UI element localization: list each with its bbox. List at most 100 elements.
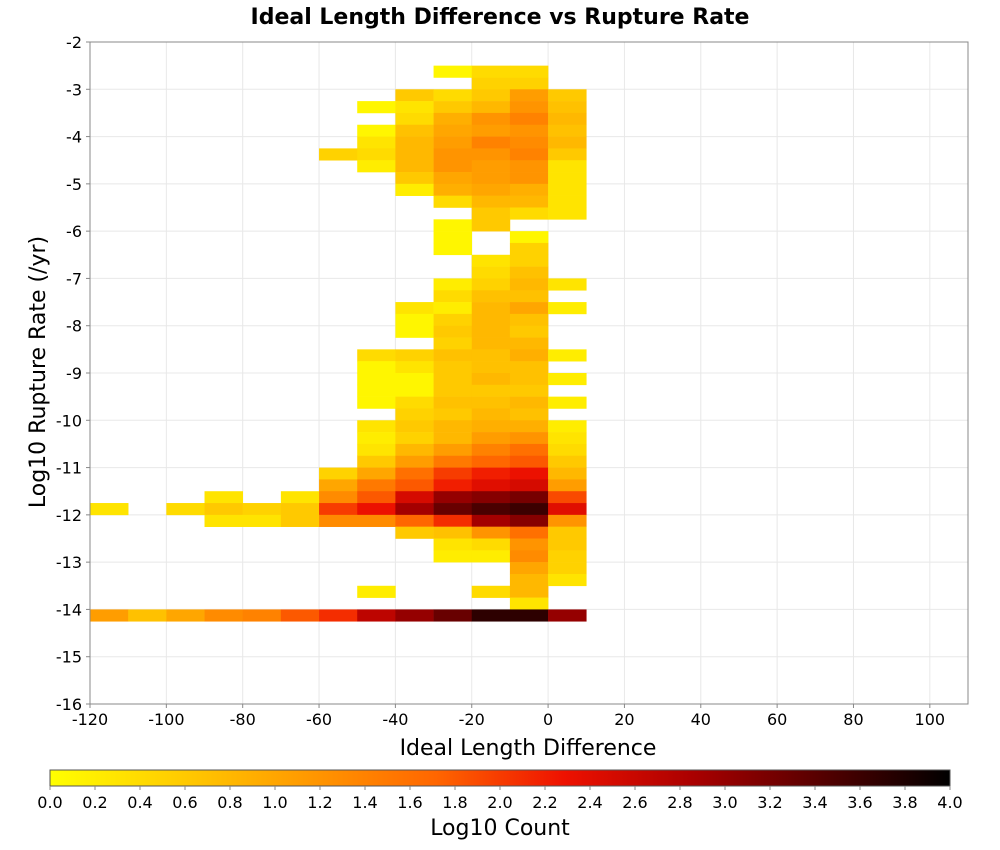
heatmap-cell [471,195,511,208]
heatmap-cell [357,124,396,137]
heatmap-cell [357,467,396,480]
heatmap-cell [204,503,243,516]
x-tick-label: 0 [543,710,553,729]
heatmap-cell [433,278,473,291]
heatmap-cell [471,124,511,137]
heatmap-cell [395,491,434,504]
heatmap-cell [357,160,396,173]
heatmap-cell [471,172,511,185]
y-tick-label: -14 [56,600,82,619]
heatmap-cell [395,325,434,338]
heatmap-cell [433,455,473,468]
y-tick-label: -13 [56,553,82,572]
heatmap-cell [509,514,549,527]
heatmap-cell [509,609,549,622]
heatmap-cell [509,160,549,173]
colorbar-tick-label: 2.2 [532,793,557,812]
heatmap-cell [433,148,473,161]
heatmap-cell [357,443,396,457]
colorbar-tick-label: 4.0 [937,793,962,812]
colorbar [49,769,951,787]
heatmap-cell [357,384,396,397]
heatmap-cell [395,443,434,457]
heatmap-cell [433,231,473,244]
heatmap-cell [548,396,587,409]
y-axis-ticks: -2 -3 -4 -5 -6 -7 -8 -9 -10 -11 -12 -13 -14 -15 -16 [56,33,90,714]
colorbar-tick-label: 2.0 [487,793,512,812]
heatmap-cell [509,349,549,362]
heatmap-cell [395,467,434,480]
heatmap-cell [166,609,205,622]
heatmap-cells [90,65,587,622]
heatmap-cell [166,503,205,516]
heatmap-cell [357,136,396,149]
heatmap-cell [242,514,282,527]
heatmap-cell [471,503,511,516]
heatmap-cell [357,396,396,409]
heatmap-cell [471,278,511,291]
heatmap-cell [395,124,434,137]
heatmap-cell [509,242,549,256]
colorbar-tick-label: 1.2 [307,793,332,812]
heatmap-cell [357,491,396,504]
heatmap-cell [395,396,434,409]
heatmap-cell [204,609,243,622]
heatmap-cell [433,373,473,386]
heatmap-cell [319,503,358,516]
heatmap-cell [471,550,511,563]
heatmap-cell [357,503,396,516]
heatmap-cell [395,526,434,539]
heatmap-cell [357,420,396,433]
heatmap-cell [548,101,587,114]
heatmap-cell [471,491,511,504]
heatmap-cell [395,183,434,196]
heatmap-cell [319,491,358,504]
heatmap-cell [357,101,396,114]
heatmap-cell [280,491,320,504]
heatmap-cell [548,432,587,445]
heatmap-cell [395,349,434,362]
heatmap-cell [548,160,587,173]
heatmap-cell [509,550,549,563]
colorbar-tick-label: 3.0 [712,793,737,812]
heatmap-cell [548,278,587,291]
heatmap-cell [280,609,320,622]
heatmap-cell [471,479,511,492]
heatmap-cell [471,77,511,90]
heatmap-cell [433,65,473,78]
colorbar-tick-label: 2.4 [577,793,602,812]
heatmap-cell [433,112,473,126]
heatmap-cell [357,585,396,598]
y-tick-label: -3 [66,80,82,99]
heatmap-cell [509,112,549,126]
heatmap-cell [433,89,473,102]
heatmap-cell [433,136,473,149]
y-tick-label: -12 [56,506,82,525]
heatmap-cell [395,89,434,102]
y-tick-label: -8 [66,317,82,336]
heatmap-cell [395,148,434,161]
heatmap-cell [509,183,549,196]
heatmap-cell [471,609,511,622]
heatmap-cell [433,101,473,114]
heatmap-cell [433,491,473,504]
heatmap-cell [433,396,473,409]
colorbar-label: Log10 Count [430,816,570,841]
colorbar-tick-label: 0.2 [82,793,107,812]
heatmap-cell [280,503,320,516]
heatmap-cell [471,467,511,480]
y-tick-label: -10 [56,411,82,430]
heatmap-cell [395,455,434,468]
heatmap-cell [471,266,511,279]
heatmap-cell [509,65,549,78]
x-tick-label: -120 [72,710,108,729]
colorbar-ticks: 0.0 0.2 0.4 0.6 0.8 1.0 1.2 1.4 1.6 1.8 2.0 2.2 2.4 2… [37,786,963,812]
x-tick-label: 100 [915,710,946,729]
heatmap-cell [319,514,358,527]
heatmap-cell [509,148,549,161]
heatmap-cell [548,136,587,149]
heatmap-cell [471,101,511,114]
x-tick-label: 60 [767,710,787,729]
heatmap-cell [509,408,549,421]
heatmap-cell [548,148,587,161]
